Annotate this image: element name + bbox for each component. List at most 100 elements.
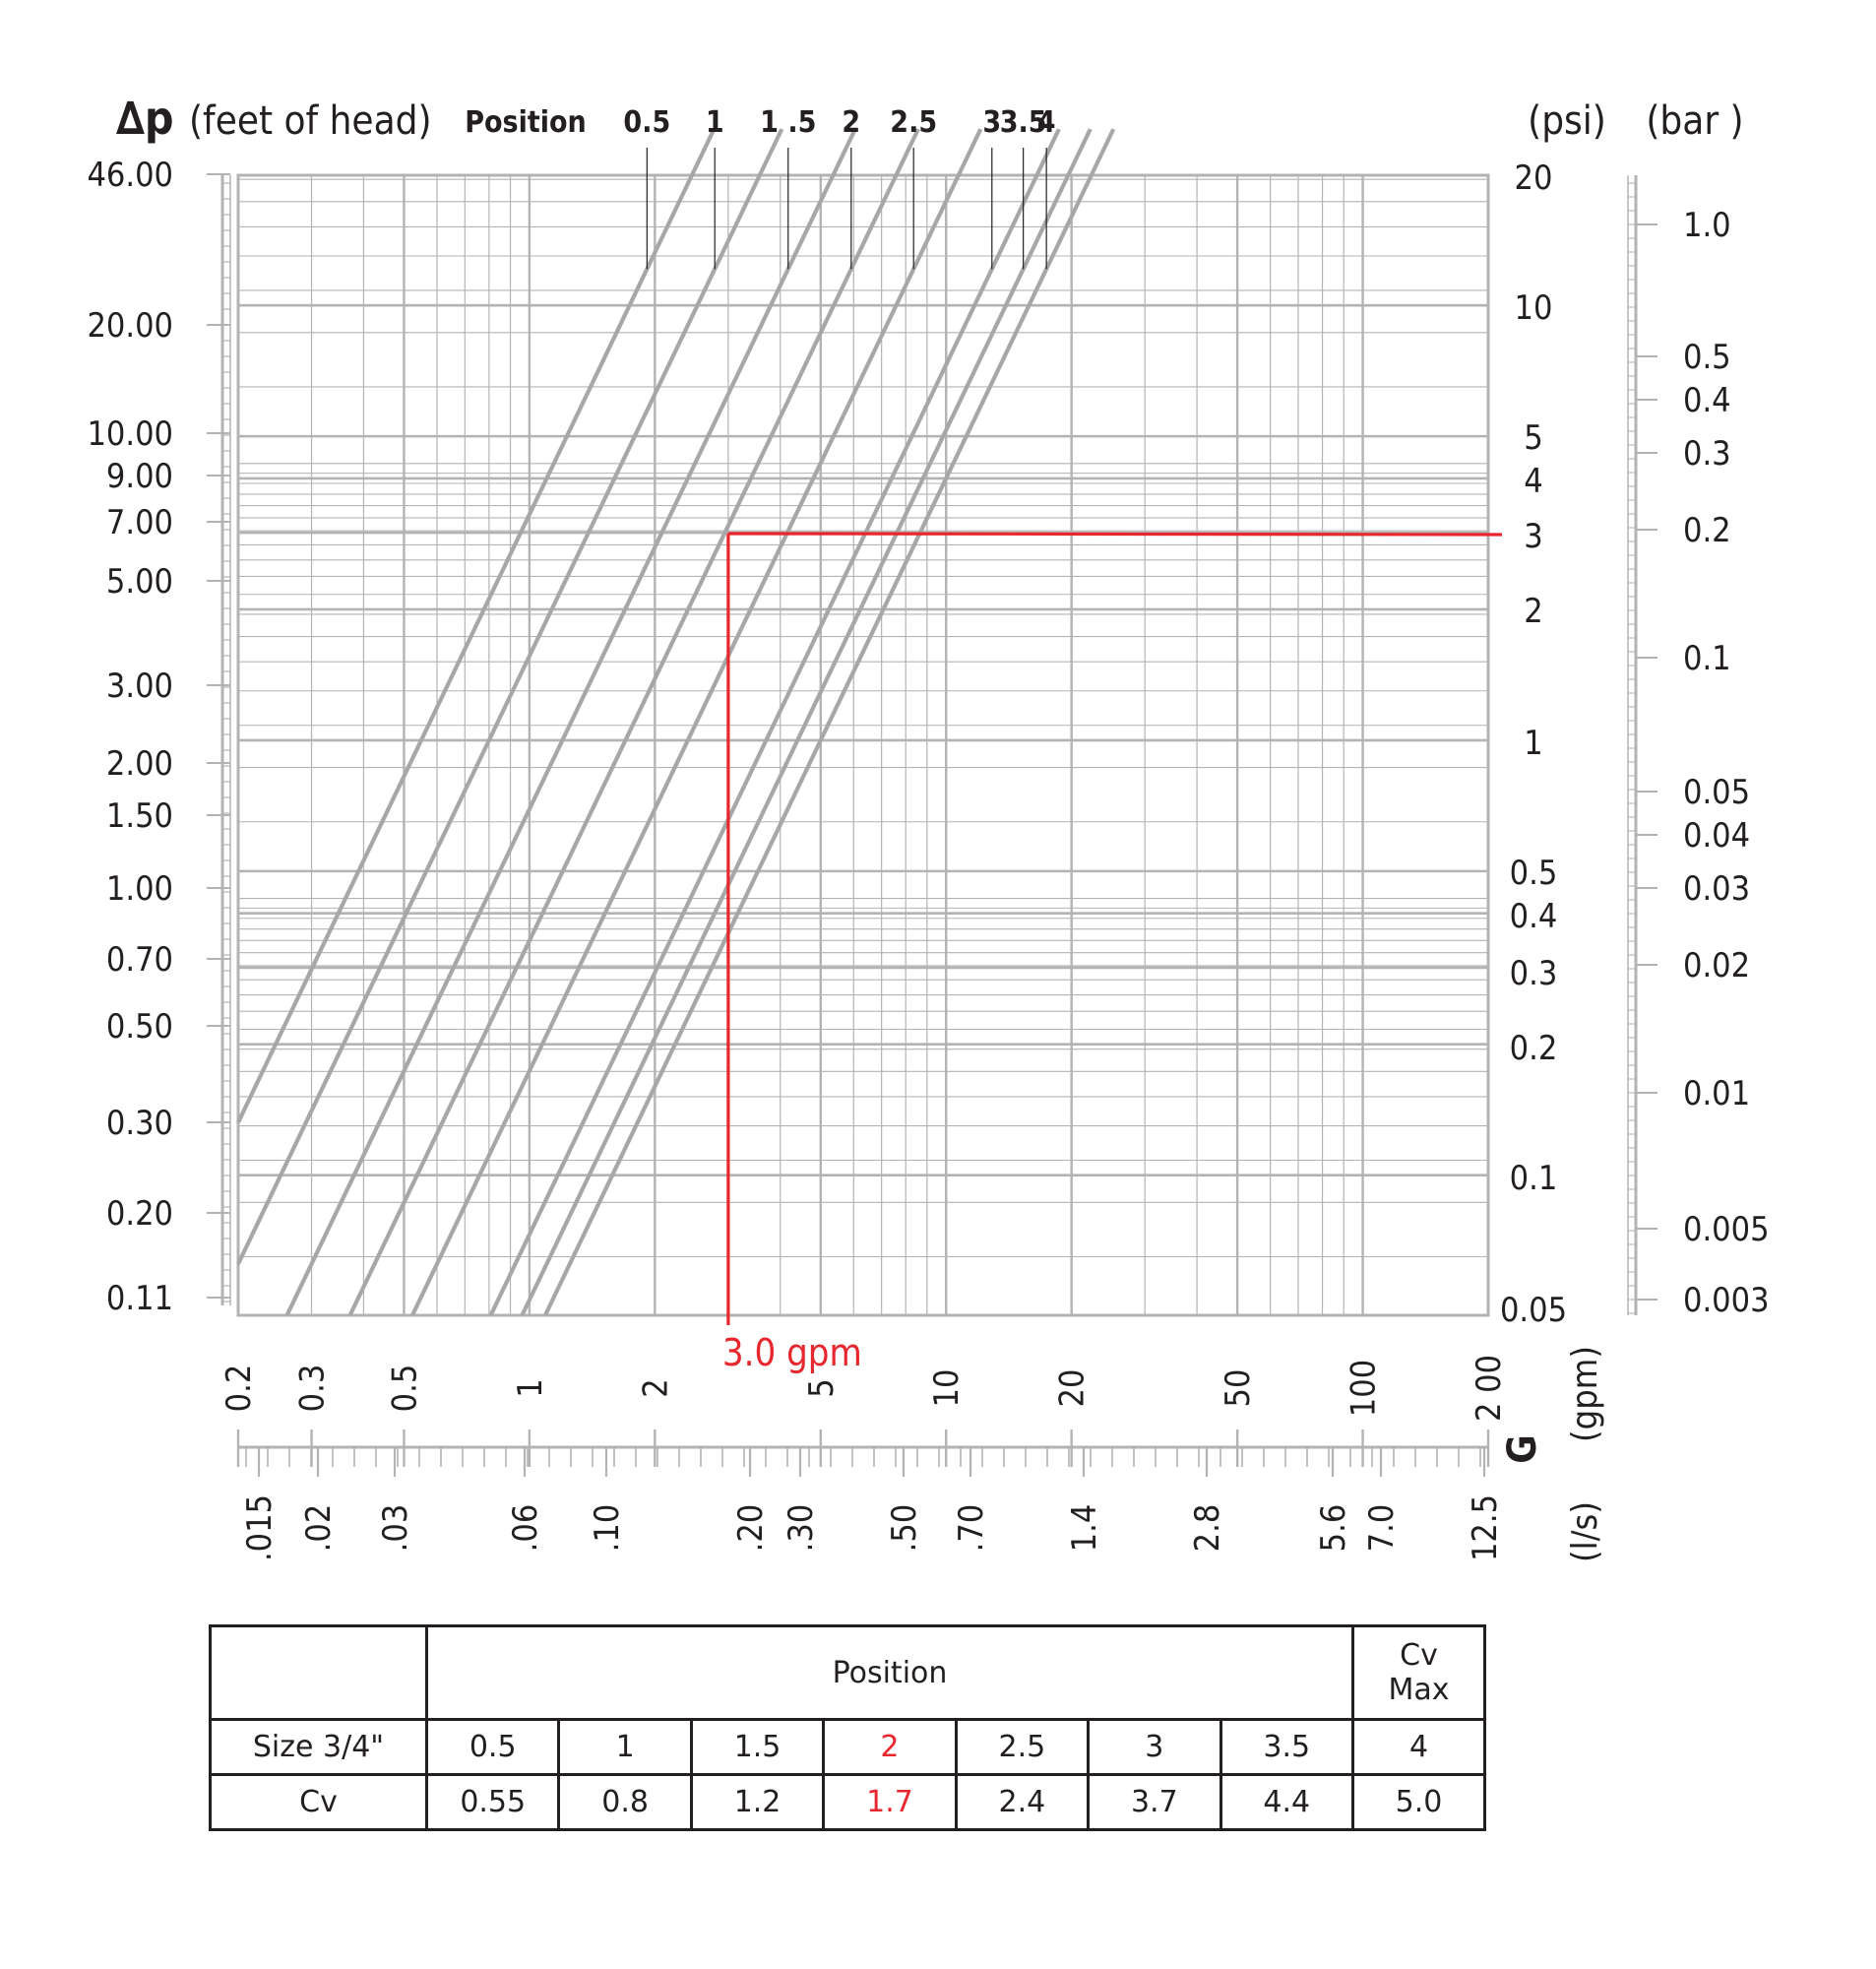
psi-tick-label-10: 0.2 xyxy=(1510,1029,1558,1068)
ls-tick-label-7: .50 xyxy=(885,1504,924,1553)
curve-position-4 xyxy=(410,128,983,1316)
psi-tick-label-9: 0.3 xyxy=(1510,954,1558,993)
table-row-label-cv: Cv xyxy=(209,1773,428,1831)
pressure-drop-chart: 0.5 1 1 .5 2 2.5 33.54Position46.0020.0010.00… xyxy=(87,92,1769,1562)
psi-tick-label-1: 10 xyxy=(1515,288,1553,328)
cv-cell-7: 5.0 xyxy=(1351,1773,1486,1831)
left-tick-label-0: 46.00 xyxy=(87,156,173,195)
size-cell-6: 3.5 xyxy=(1219,1718,1355,1776)
ls-unit: (l/s) xyxy=(1565,1501,1605,1562)
gpm-symbol: G xyxy=(1500,1434,1545,1464)
position-label-0: 0.5 xyxy=(623,105,670,140)
left-tick-label-10: 0.70 xyxy=(106,940,173,980)
gpm-tick-label-6: 10 xyxy=(927,1369,967,1408)
left-tick-label-4: 7.00 xyxy=(106,503,173,542)
ls-tick-label-10: 2.8 xyxy=(1188,1504,1227,1553)
psi-tick-label-11: 0.1 xyxy=(1510,1159,1558,1198)
gpm-tick-label-1: 0.3 xyxy=(293,1365,333,1413)
ls-tick-label-2: .03 xyxy=(376,1504,415,1553)
psi-tick-label-0: 20 xyxy=(1515,159,1553,198)
ls-tick-label-0: .015 xyxy=(240,1494,280,1561)
grid xyxy=(236,173,1490,1317)
bar-tick-label-12: 0.003 xyxy=(1683,1281,1770,1320)
psi-tick-label-6: 1 xyxy=(1524,724,1542,763)
cvmax-line2: Max xyxy=(1388,1673,1450,1707)
curve-position-1 xyxy=(236,128,784,1265)
curve-position-5 xyxy=(488,128,1061,1316)
curve-position-7 xyxy=(543,128,1116,1316)
ls-tick-label-11: 5.6 xyxy=(1314,1504,1353,1553)
gpm-unit: (gpm) xyxy=(1565,1346,1605,1442)
cv-cell-5: 3.7 xyxy=(1087,1773,1222,1831)
bar-tick-label-11: 0.005 xyxy=(1683,1210,1770,1249)
position-title: Position xyxy=(465,105,587,140)
bar-tick-label-1: 0.5 xyxy=(1683,338,1731,377)
plot-frame xyxy=(236,173,1490,1317)
ls-tick-label-3: .06 xyxy=(506,1504,545,1553)
psi-tick-label-3: 4 xyxy=(1524,462,1542,501)
position-label-4: 2.5 xyxy=(890,105,937,140)
gpm-tick-label-9: 100 xyxy=(1344,1360,1384,1417)
annotation-label: 3.0 gpm xyxy=(722,1331,862,1374)
gpm-tick-label-8: 50 xyxy=(1219,1369,1258,1408)
psi-tick-label-12: 0.05 xyxy=(1500,1291,1567,1330)
axis-labels: 0.5 1 1 .5 2 2.5 33.54Position46.0020.0010.00… xyxy=(87,92,1769,1562)
left-tick-label-12: 0.30 xyxy=(106,1104,173,1143)
axes xyxy=(207,173,1657,1477)
left-tick-label-13: 0.20 xyxy=(106,1194,173,1234)
position-label-6: 3.5 xyxy=(1000,105,1047,140)
position-label-7: 4 xyxy=(1037,105,1056,140)
left-tick-label-3: 9.00 xyxy=(106,457,173,496)
curve-position-0 xyxy=(236,128,717,1123)
psi-tick-label-5: 2 xyxy=(1524,592,1542,631)
size-cell-0: 0.5 xyxy=(424,1718,561,1776)
curve-position-2 xyxy=(284,128,857,1316)
cv-cell-2: 1.2 xyxy=(689,1773,826,1831)
ls-tick-label-12: 7.0 xyxy=(1362,1504,1402,1553)
bar-tick-label-2: 0.4 xyxy=(1683,381,1731,420)
gpm-tick-label-2: 0.5 xyxy=(385,1365,424,1413)
cvmax-line1: Cv xyxy=(1400,1638,1438,1673)
bar-unit: (bar ) xyxy=(1646,98,1743,144)
size-cell-1: 1 xyxy=(557,1718,693,1776)
ls-tick-label-9: 1.4 xyxy=(1065,1504,1104,1553)
psi-tick-label-7: 0.5 xyxy=(1510,854,1558,893)
bar-tick-label-4: 0.2 xyxy=(1683,511,1731,550)
gpm-tick-label-0: 0.2 xyxy=(219,1365,259,1413)
size-cell-7: 4 xyxy=(1351,1718,1486,1776)
gpm-tick-label-4: 2 xyxy=(636,1378,675,1397)
left-axis-symbol: ∆p xyxy=(116,92,173,145)
psi-unit: (psi) xyxy=(1528,98,1606,144)
left-tick-label-8: 1.50 xyxy=(106,796,173,836)
gpm-tick-label-5: 5 xyxy=(802,1378,842,1397)
cv-cell-1: 0.8 xyxy=(557,1773,693,1831)
cv-cell-6: 4.4 xyxy=(1219,1773,1355,1831)
left-tick-label-9: 1.00 xyxy=(106,869,173,909)
left-tick-label-6: 3.00 xyxy=(106,667,173,706)
annotation-horizontal xyxy=(727,532,1503,537)
bar-tick-label-5: 0.1 xyxy=(1683,639,1731,678)
bar-tick-label-0: 1.0 xyxy=(1683,206,1731,245)
ls-tick-label-5: .20 xyxy=(731,1504,771,1553)
table-header-cvmax: Cv Max xyxy=(1351,1624,1486,1721)
ls-tick-label-8: .70 xyxy=(952,1504,991,1553)
left-tick-label-11: 0.50 xyxy=(106,1007,173,1047)
annotation: 3.0 gpm xyxy=(722,532,1503,1374)
left-tick-label-5: 5.00 xyxy=(106,562,173,602)
table-corner xyxy=(209,1624,428,1721)
ls-tick-label-13: 12.5 xyxy=(1466,1494,1505,1561)
cv-table: Position Cv Max Size 3/4" 0.5 1 1.5 2 2.5 3 3.… xyxy=(209,1624,1486,1831)
table-row-label-size: Size 3/4" xyxy=(209,1718,428,1776)
gpm-tick-label-10: 2 00 xyxy=(1470,1355,1509,1422)
ls-tick-label-6: .30 xyxy=(782,1504,821,1553)
position-label-5: 3 xyxy=(982,105,1001,140)
position-label-1: 1 xyxy=(706,105,724,140)
cv-cell-0: 0.55 xyxy=(424,1773,561,1831)
size-cell-5: 3 xyxy=(1087,1718,1222,1776)
left-tick-label-14: 0.11 xyxy=(106,1279,173,1318)
bar-tick-label-9: 0.02 xyxy=(1683,946,1750,985)
bar-tick-label-10: 0.01 xyxy=(1683,1074,1750,1113)
cv-cell-3: 1.7 xyxy=(822,1773,958,1831)
left-tick-label-1: 20.00 xyxy=(87,306,173,346)
position-label-3: 2 xyxy=(842,105,860,140)
